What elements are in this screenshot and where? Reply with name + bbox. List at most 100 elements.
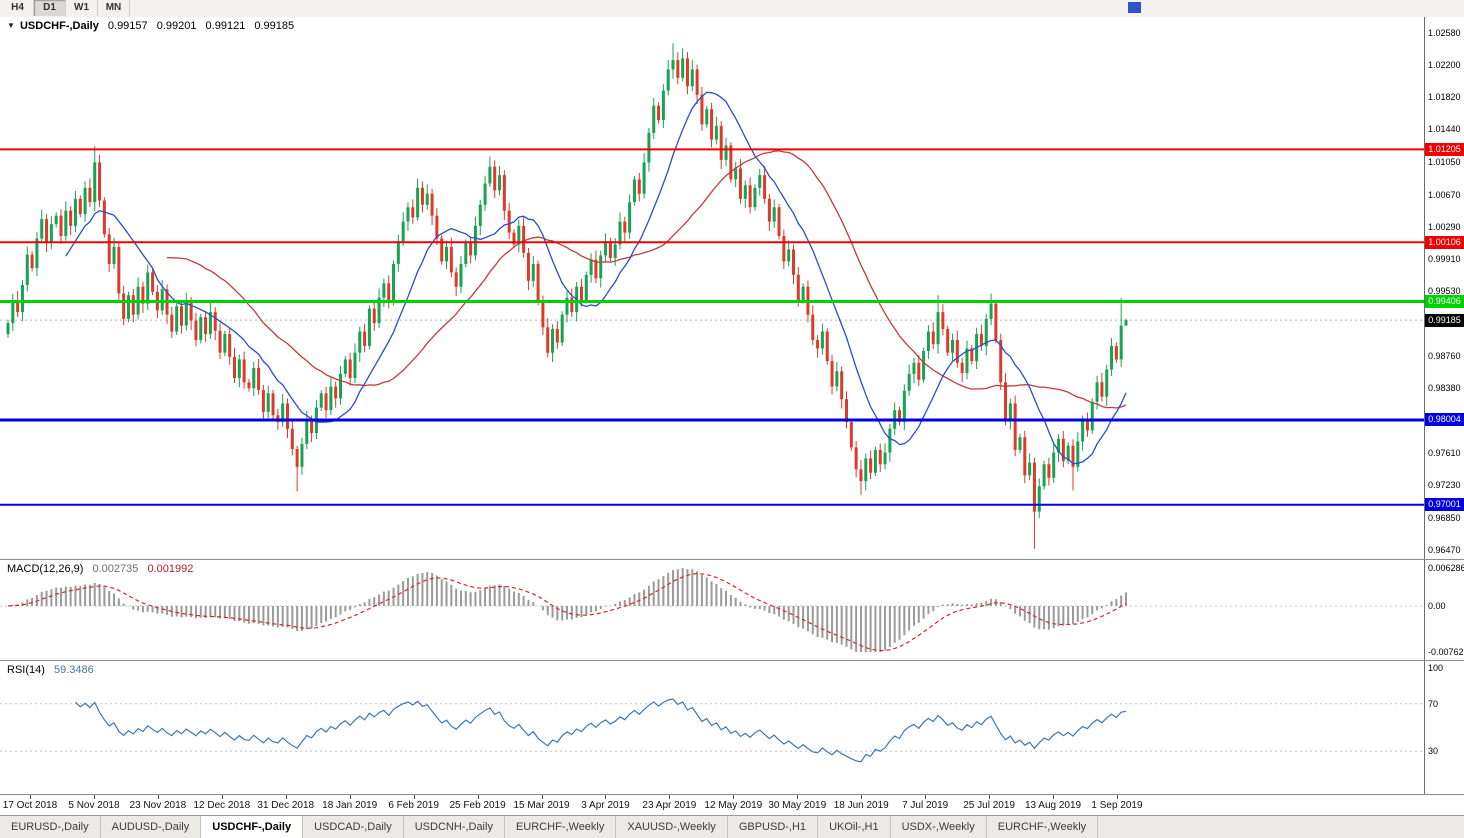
ohlc-toggle-icon[interactable]: ▼ xyxy=(7,21,15,30)
period-button-h4[interactable]: H4 xyxy=(2,0,34,16)
chart-title: ▼ USDCHF-,Daily 0.99157 0.99201 0.99121 … xyxy=(7,20,294,32)
symbol-tab-usdx[interactable]: USDX-,Weekly xyxy=(891,816,987,838)
time-axis-tick xyxy=(797,795,799,799)
time-axis-tick xyxy=(861,795,863,799)
symbol-tab-xauusd[interactable]: XAUUSD-,Weekly xyxy=(616,816,728,838)
price-axis-label: 1.01820 xyxy=(1428,92,1461,103)
macd-signal-value: 0.001992 xyxy=(147,563,194,575)
rsi-title: RSI(14) 59.3486 xyxy=(7,664,94,676)
price-axis-label: 0.96470 xyxy=(1428,544,1461,555)
hline-price-chip: 0.99406 xyxy=(1425,294,1464,308)
rsi-panel: RSI(14) 59.3486 100 70 30 xyxy=(0,660,1464,795)
hline-price-chip: 1.00106 xyxy=(1425,235,1464,249)
date-label: 23 Apr 2019 xyxy=(642,800,697,811)
macd-axis[interactable]: 0.006286 0.00 -0.00762 xyxy=(1424,560,1464,661)
macd-axis-label: -0.00762 xyxy=(1428,647,1464,657)
current-price-chip: 0.99185 xyxy=(1425,313,1464,327)
rsi-axis-label: 30 xyxy=(1428,746,1439,757)
date-label: 1 Sep 2019 xyxy=(1091,800,1143,811)
hline-price-chip: 0.97001 xyxy=(1425,498,1464,512)
price-axis-label: 0.99530 xyxy=(1428,285,1461,296)
period-button-mn[interactable]: MN xyxy=(98,0,130,16)
date-label: 3 Apr 2019 xyxy=(581,800,630,811)
time-axis-tick xyxy=(285,795,287,799)
rsi-label: RSI(14) xyxy=(7,664,45,676)
price-axis[interactable]: 1.02580 1.02200 1.01820 1.01440 1.01050 1.006… xyxy=(1424,17,1464,559)
date-label: 12 May 2019 xyxy=(704,800,763,811)
price-axis-label: 0.98760 xyxy=(1428,351,1461,362)
ohlc-low-value: 0.99121 xyxy=(205,20,246,32)
price-axis-label: 0.96850 xyxy=(1428,512,1461,523)
price-axis-label: 1.02200 xyxy=(1428,60,1461,71)
hline-price-chip: 0.98004 xyxy=(1425,413,1464,427)
rsi-axis-label: 100 xyxy=(1428,663,1444,673)
time-axis-tick xyxy=(989,795,991,799)
date-label: 15 Mar 2019 xyxy=(513,800,570,811)
hline-price-chip: 1.01205 xyxy=(1425,142,1464,156)
date-label: 25 Feb 2019 xyxy=(449,800,506,811)
symbol-tab-gbpusd[interactable]: GBPUSD-,H1 xyxy=(728,816,819,838)
rsi-axis[interactable]: 100 70 30 xyxy=(1424,661,1464,795)
rsi-indicator-chart[interactable] xyxy=(0,661,1424,794)
symbol-tab-eurchf[interactable]: EURCHF-,Weekly xyxy=(505,816,617,838)
symbol-tab-audusd[interactable]: AUDUSD-,Daily xyxy=(101,816,202,838)
date-label: 5 Nov 2018 xyxy=(68,800,120,811)
symbol-tab-ukoil[interactable]: UKOil-,H1 xyxy=(818,816,891,838)
date-label: 12 Dec 2018 xyxy=(193,800,251,811)
ohlc-high-value: 0.99201 xyxy=(156,20,197,32)
symbol-tab-usdcad[interactable]: USDCAD-,Daily xyxy=(303,816,404,838)
main-chart-panel: ▼ USDCHF-,Daily 0.99157 0.99201 0.99121 … xyxy=(0,17,1464,559)
time-axis-tick xyxy=(605,795,607,799)
candlestick-chart[interactable] xyxy=(0,17,1424,559)
chart-scroll-marker[interactable] xyxy=(1128,2,1141,13)
period-button-group: H4 D1 W1 MN xyxy=(2,0,130,16)
symbol-tab-eurchf[interactable]: EURCHF-,Weekly xyxy=(987,816,1099,838)
time-axis-tick xyxy=(1116,795,1118,799)
date-label: 23 Nov 2018 xyxy=(129,800,187,811)
ohlc-open-value: 0.99157 xyxy=(107,20,148,32)
period-button-d1[interactable]: D1 xyxy=(34,0,66,16)
price-axis-label: 0.97230 xyxy=(1428,480,1461,491)
time-axis[interactable]: 17 Oct 2018 5 Nov 2018 23 Nov 2018 12 Dec 2… xyxy=(0,794,1464,816)
price-axis-label: 0.98380 xyxy=(1428,383,1461,394)
time-axis-tick xyxy=(30,795,31,799)
time-axis-tick xyxy=(669,795,671,799)
symbol-tab-usdcnh[interactable]: USDCNH-,Daily xyxy=(404,816,505,838)
time-axis-tick xyxy=(477,795,479,799)
macd-axis-label: 0.006286 xyxy=(1428,563,1464,573)
symbol-tab-eurusd[interactable]: EURUSD-,Daily xyxy=(0,816,101,838)
price-axis-label: 1.01050 xyxy=(1428,157,1461,168)
symbol-tab-usdchf[interactable]: USDCHF-,Daily xyxy=(201,815,304,838)
time-axis-tick xyxy=(413,795,415,799)
rsi-value: 59.3486 xyxy=(53,664,94,676)
time-axis-tick xyxy=(733,795,735,799)
time-axis-tick xyxy=(221,795,223,799)
date-label: 17 Oct 2018 xyxy=(2,800,58,811)
rsi-axis-label: 70 xyxy=(1428,698,1439,709)
time-axis-tick xyxy=(925,795,927,799)
macd-label: MACD(12,26,9) xyxy=(7,563,84,575)
macd-panel: MACD(12,26,9) 0.002735 0.001992 0.006286… xyxy=(0,559,1464,661)
period-button-w1[interactable]: W1 xyxy=(66,0,98,16)
date-label: 7 Jul 2019 xyxy=(902,800,949,811)
date-label: 31 Dec 2018 xyxy=(257,800,315,811)
price-axis-label: 1.02580 xyxy=(1428,28,1461,39)
date-label: 6 Feb 2019 xyxy=(388,800,439,811)
date-label: 25 Jul 2019 xyxy=(963,800,1015,811)
time-axis-tick xyxy=(1053,795,1055,799)
chart-symbol-label: USDCHF-,Daily xyxy=(19,20,99,32)
macd-main-value: 0.002735 xyxy=(92,563,139,575)
price-axis-label: 1.00290 xyxy=(1428,221,1461,232)
timeframe-toolbar: H4 D1 W1 MN xyxy=(0,0,1464,18)
date-label: 18 Jan 2019 xyxy=(322,800,378,811)
symbol-tab-bar: EURUSD-,Daily AUDUSD-,Daily USDCHF-,Daily U… xyxy=(0,815,1464,838)
ohlc-close-value: 0.99185 xyxy=(254,20,295,32)
time-axis-tick xyxy=(157,795,159,799)
time-axis-tick xyxy=(349,795,351,799)
date-label: 30 May 2019 xyxy=(768,800,827,811)
price-axis-label: 0.97610 xyxy=(1428,448,1461,459)
date-label: 18 Jun 2019 xyxy=(833,800,889,811)
macd-indicator-chart[interactable] xyxy=(0,560,1424,660)
macd-title: MACD(12,26,9) 0.002735 0.001992 xyxy=(7,563,193,575)
